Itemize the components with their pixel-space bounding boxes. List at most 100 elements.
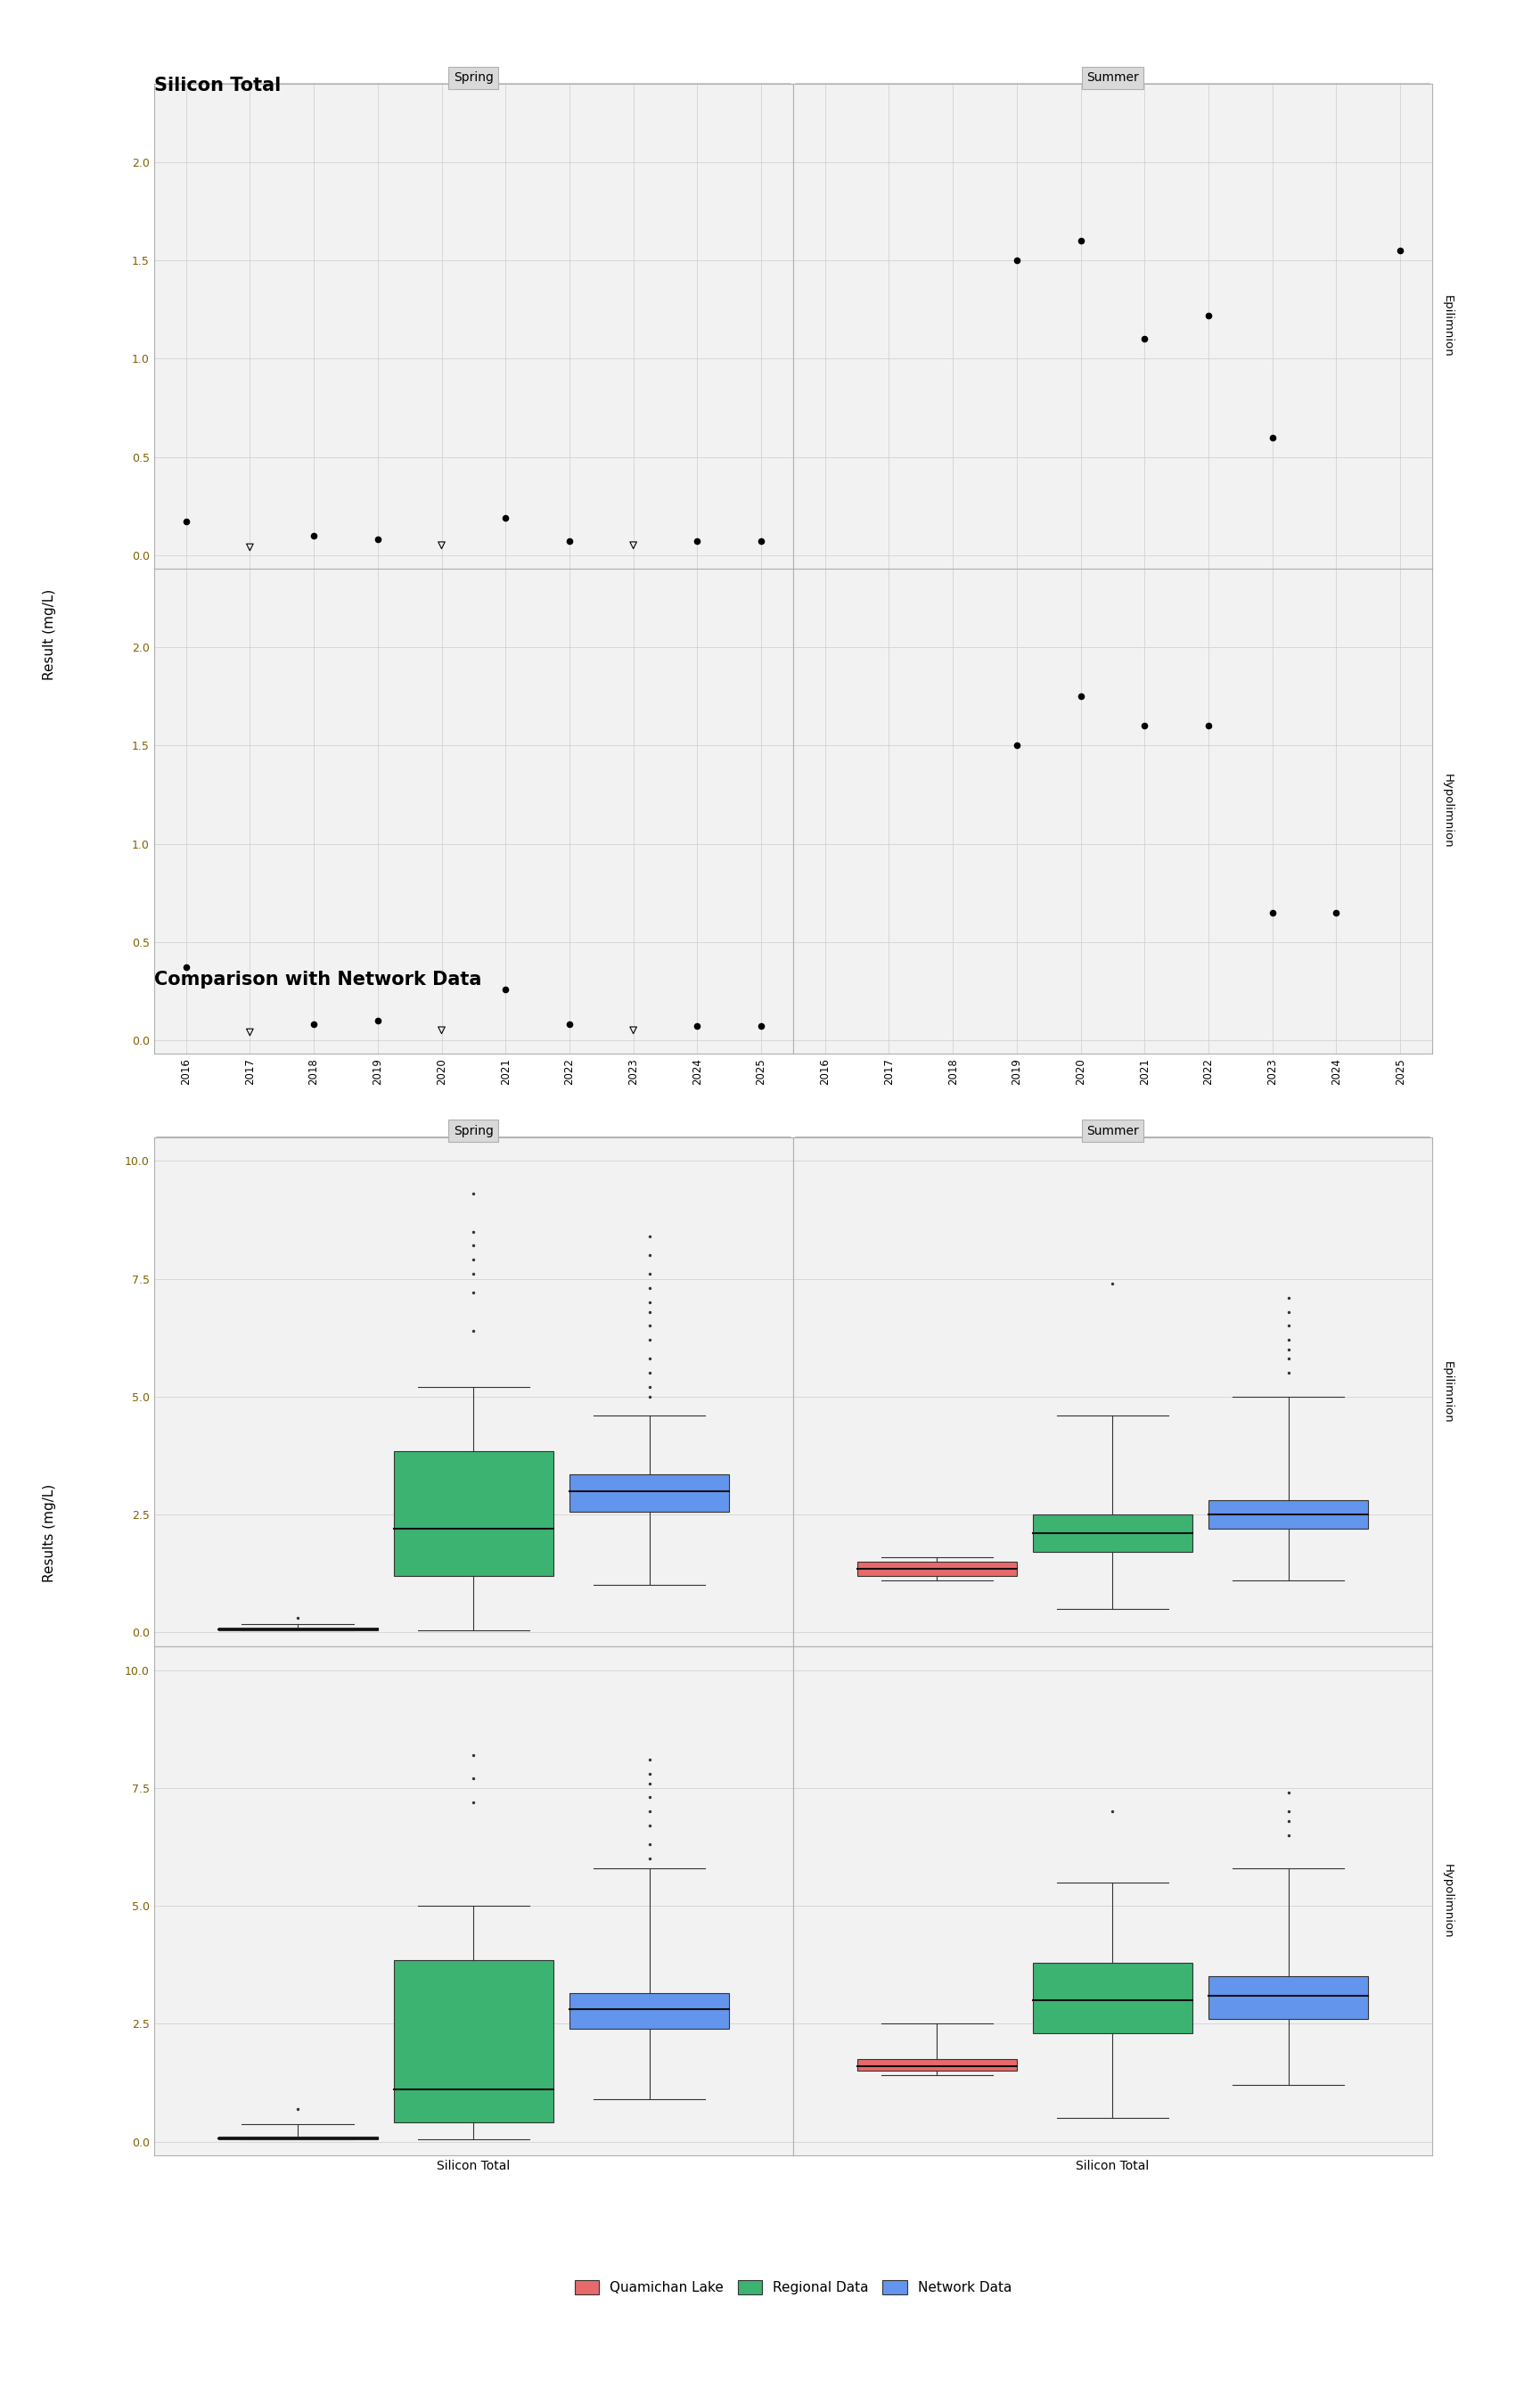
Point <box>685 1006 710 1045</box>
Point <box>638 1778 662 1816</box>
Point <box>1388 232 1412 271</box>
Point <box>1277 1816 1301 1855</box>
Point <box>638 1840 662 1878</box>
Point <box>1277 1354 1301 1392</box>
Point <box>302 515 326 553</box>
Point <box>1197 297 1221 335</box>
Point <box>638 1217 662 1256</box>
Bar <box>1033 1962 1192 2034</box>
Point <box>493 970 517 1009</box>
Point <box>685 522 710 561</box>
Point <box>638 1368 662 1406</box>
Point <box>462 1241 487 1279</box>
Point <box>462 1735 487 1773</box>
Point <box>462 1174 487 1212</box>
Point <box>1388 539 1412 577</box>
Bar <box>394 1960 553 2123</box>
Point <box>1100 1265 1124 1303</box>
Point <box>174 949 199 987</box>
Title: Spring: Spring <box>454 1124 493 1138</box>
Point <box>1132 707 1157 745</box>
Point <box>638 1306 662 1344</box>
Point <box>1277 1320 1301 1359</box>
Point <box>462 1759 487 1797</box>
Text: Epilimnion: Epilimnion <box>1441 1361 1454 1423</box>
Point <box>1277 1279 1301 1318</box>
Text: Results (mg/L): Results (mg/L) <box>43 1483 55 1584</box>
Point <box>638 1256 662 1294</box>
Point <box>430 527 454 565</box>
Point <box>1260 419 1284 458</box>
Point <box>1277 1291 1301 1330</box>
Point <box>237 527 262 565</box>
Point <box>1197 707 1221 745</box>
Point <box>621 1011 645 1049</box>
Point <box>1277 1330 1301 1368</box>
Point <box>493 498 517 537</box>
Point <box>748 1006 773 1045</box>
Point <box>430 1011 454 1049</box>
Point <box>1260 894 1284 932</box>
Bar <box>1033 1514 1192 1553</box>
Bar <box>570 1474 730 1512</box>
Point <box>638 1320 662 1359</box>
Point <box>638 1291 662 1330</box>
Point <box>174 503 199 541</box>
Point <box>462 1227 487 1265</box>
Point <box>462 1212 487 1251</box>
Point <box>638 1792 662 1831</box>
Point <box>1277 1339 1301 1378</box>
Point <box>365 520 390 558</box>
Point <box>1004 726 1029 764</box>
Legend: Quamichan Lake, Regional Data, Network Data: Quamichan Lake, Regional Data, Network D… <box>574 2281 1012 2295</box>
Point <box>638 1339 662 1378</box>
Text: Epilimnion: Epilimnion <box>1441 295 1454 357</box>
Point <box>285 1598 310 1636</box>
Point <box>638 1284 662 1323</box>
Point <box>285 2089 310 2128</box>
Point <box>462 1275 487 1313</box>
Point <box>1100 1792 1124 1831</box>
Point <box>1324 894 1349 932</box>
Title: Spring: Spring <box>454 72 493 84</box>
Point <box>638 1354 662 1392</box>
Bar <box>856 2058 1016 2070</box>
Point <box>638 1763 662 1802</box>
Point <box>462 1311 487 1349</box>
Point <box>621 527 645 565</box>
Point <box>638 1378 662 1416</box>
Point <box>638 1826 662 1864</box>
Point <box>237 1014 262 1052</box>
Point <box>748 522 773 561</box>
Point <box>1277 1792 1301 1831</box>
Point <box>302 1006 326 1045</box>
Point <box>1277 1773 1301 1811</box>
Point <box>638 1807 662 1845</box>
Text: Result (mg/L): Result (mg/L) <box>43 589 55 680</box>
Point <box>557 522 582 561</box>
Point <box>638 1754 662 1792</box>
Point <box>557 1006 582 1045</box>
Point <box>638 1739 662 1778</box>
Bar <box>394 1452 553 1577</box>
Point <box>365 1002 390 1040</box>
Point <box>1277 1306 1301 1344</box>
Bar <box>1209 1977 1369 2020</box>
Text: Hypolimnion: Hypolimnion <box>1441 774 1454 848</box>
Point <box>638 1270 662 1308</box>
Point <box>1004 242 1029 280</box>
Bar <box>570 1993 730 2029</box>
Title: Summer: Summer <box>1087 72 1138 84</box>
Point <box>462 1783 487 1821</box>
Bar <box>856 1562 1016 1577</box>
Point <box>1132 321 1157 359</box>
Point <box>1069 223 1093 261</box>
Point <box>462 1256 487 1294</box>
Text: Comparison with Network Data: Comparison with Network Data <box>154 970 482 987</box>
Title: Summer: Summer <box>1087 1124 1138 1138</box>
Text: Silicon Total: Silicon Total <box>154 77 280 93</box>
Point <box>638 1236 662 1275</box>
Point <box>1277 1802 1301 1840</box>
Point <box>1069 678 1093 716</box>
Text: Hypolimnion: Hypolimnion <box>1441 1864 1454 1938</box>
